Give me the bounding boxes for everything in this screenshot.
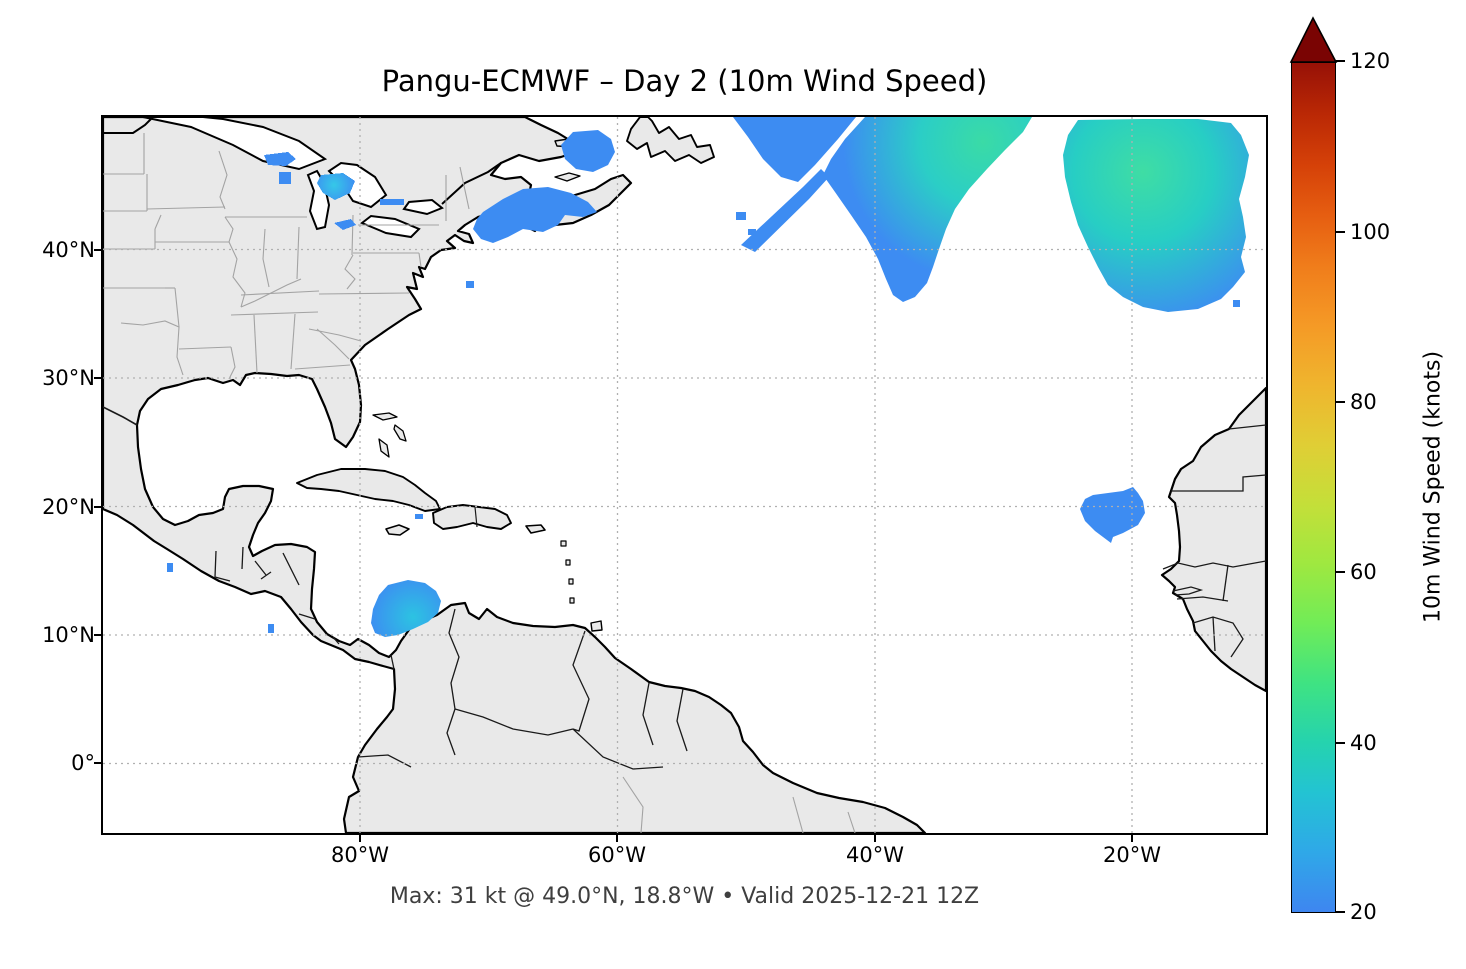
trinidad <box>590 620 603 632</box>
y-tick-mark <box>94 634 101 636</box>
wind-blob-atlantic-comma-main <box>823 117 1032 302</box>
y-tick-mark <box>94 377 101 379</box>
colorbar <box>1291 62 1336 913</box>
x-tick-mark <box>874 835 876 842</box>
colorbar-tick-label: 100 <box>1350 220 1391 244</box>
colorbar-tick-mark <box>1336 742 1345 744</box>
hispaniola <box>432 504 512 530</box>
x-tick-mark <box>616 835 618 842</box>
landmass-africa <box>1160 386 1266 693</box>
y-tick-mark <box>94 506 101 508</box>
wind-blob-caribbean <box>371 580 441 637</box>
y-tick-mark <box>94 762 101 764</box>
map-frame <box>101 115 1268 835</box>
colorbar-extend-arrow <box>1289 16 1338 63</box>
country-borders <box>214 546 688 770</box>
wind-blob-west-africa <box>1080 487 1145 543</box>
x-tick-mark <box>1131 835 1133 842</box>
colorbar-tick-label: 120 <box>1350 49 1391 73</box>
y-tick-label: 0° <box>71 751 95 775</box>
haiti-dr-border <box>474 506 478 528</box>
lesser-antilles <box>560 540 575 604</box>
colorbar-tick-mark <box>1336 60 1345 62</box>
prince-edward-island <box>554 172 581 182</box>
us-mexico-border <box>103 406 138 426</box>
x-tick-label: 20°W <box>1103 843 1161 867</box>
y-tick-label: 20°N <box>42 495 95 519</box>
wind-blob-st-lawrence <box>561 130 615 172</box>
wind-speed-contours <box>167 117 1249 637</box>
bahamas <box>372 412 407 458</box>
colorbar-tick-mark <box>1336 571 1345 573</box>
plot-title: Pangu-ECMWF – Day 2 (10m Wind Speed) <box>381 64 988 98</box>
st-lawrence-river <box>441 162 502 205</box>
wind-blob-atlantic-comma-sliver <box>741 169 829 252</box>
wind-blob-nova-scotia <box>473 187 597 243</box>
state-borders <box>103 133 470 380</box>
y-tick-label: 10°N <box>42 623 95 647</box>
x-tick-mark <box>359 835 361 842</box>
y-tick-mark <box>94 249 101 251</box>
x-tick-label: 80°W <box>331 843 389 867</box>
colorbar-tick-label: 40 <box>1350 731 1377 755</box>
newfoundland <box>626 117 715 164</box>
colorbar-tick-mark <box>1336 401 1345 403</box>
us-canada-border <box>103 118 152 134</box>
gridlines <box>103 117 1266 833</box>
y-tick-label: 30°N <box>42 366 95 390</box>
jamaica <box>385 524 410 536</box>
puerto-rico <box>525 524 546 534</box>
islands <box>296 117 715 632</box>
map-canvas <box>103 117 1266 833</box>
x-tick-label: 40°W <box>846 843 904 867</box>
colorbar-tick-label: 80 <box>1350 390 1377 414</box>
colorbar-tick-mark <box>1336 911 1345 913</box>
brazil-state-borders <box>622 776 856 833</box>
x-tick-label: 60°W <box>588 843 646 867</box>
wind-blob-atlantic-comma-wedge <box>733 117 856 182</box>
colorbar-axis-label: 10m Wind Speed (knots) <box>1420 350 1446 624</box>
plot-subtitle: Max: 31 kt @ 49.0°N, 18.8°W • Valid 2025… <box>389 884 980 909</box>
colorbar-tick-label: 60 <box>1350 560 1377 584</box>
wind-patches-lakes <box>167 152 474 633</box>
colorbar-tick-mark <box>1336 231 1345 233</box>
y-tick-label: 40°N <box>42 238 95 262</box>
colorbar-tick-label: 20 <box>1350 900 1377 924</box>
wind-blob-atlantic-east <box>1063 119 1249 312</box>
